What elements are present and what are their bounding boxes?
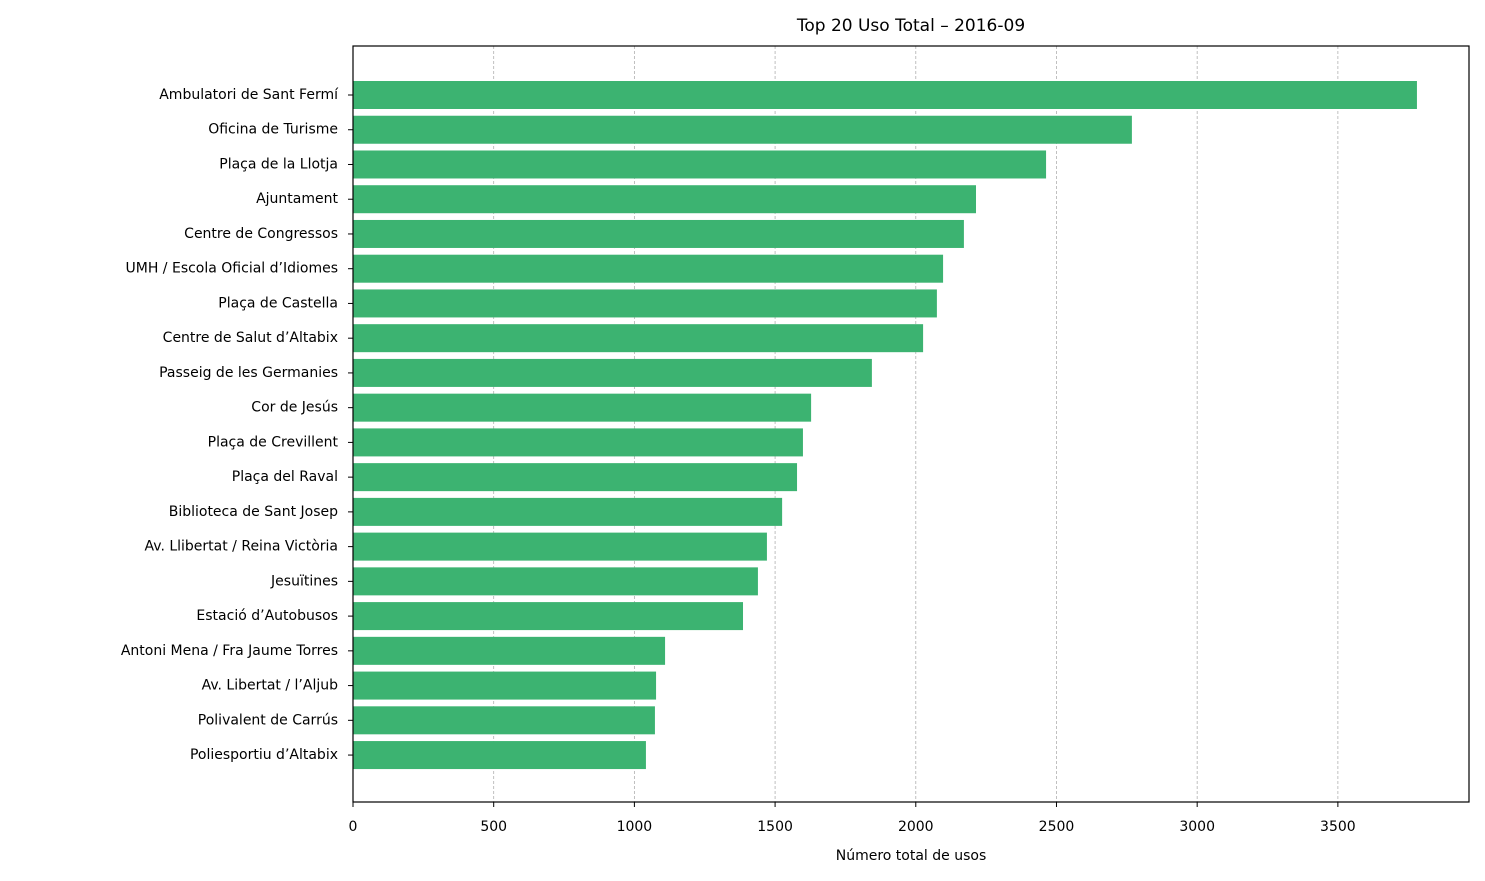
bar [353,81,1417,109]
y-tick-label: Av. Libertat / l’Aljub [202,678,339,694]
y-tick-label: Centre de Congressos [184,226,338,242]
x-tick-label: 500 [480,819,507,835]
x-tick-label: 2500 [1039,819,1075,835]
bar [353,567,758,596]
y-tick-label: Antoni Mena / Fra Jaume Torres [121,643,338,659]
bar [353,636,666,665]
y-tick-label: Oficina de Turisme [208,122,338,138]
x-axis-label: Número total de usos [836,848,987,864]
y-tick-label: Biblioteca de Sant Josep [169,504,338,520]
bar [353,532,767,561]
x-tick-label: 1500 [757,819,793,835]
y-tick-label: Estació d’Autobusos [196,608,338,624]
y-tick-label: Polivalent de Carrús [198,712,338,728]
y-tick-label: Jesuïtines [270,573,338,589]
y-tick-label: Plaça de la Llotja [219,156,338,172]
x-tick-label: 3000 [1179,819,1215,835]
bar [353,497,783,526]
bar [353,393,812,422]
bar [353,463,798,492]
y-tick-label: Cor de Jesús [251,400,338,416]
bar [353,428,803,457]
y-tick-label: Plaça de Castella [218,295,338,311]
x-tick-label: 1000 [617,819,653,835]
bar [353,150,1047,179]
y-tick-label: Centre de Salut d’Altabix [163,330,338,346]
y-tick-label: Passeig de les Germanies [159,365,338,381]
chart-title: Top 20 Uso Total – 2016-09 [796,16,1025,36]
y-tick-label: Ambulatori de Sant Fermí [159,87,339,103]
x-tick-label: 3500 [1320,819,1356,835]
bar [353,602,744,631]
bar [353,741,646,770]
y-tick-label: Poliesportiu d’Altabix [190,747,338,763]
y-tick-label: UMH / Escola Oficial d’Idiomes [126,261,339,277]
bar [353,324,924,353]
bar [353,289,937,318]
bar [353,706,655,735]
x-tick-label: 2000 [898,819,934,835]
bar [353,115,1132,144]
bar [353,185,977,214]
y-tick-label: Plaça del Raval [232,469,338,485]
bar [353,671,657,700]
y-tick-label: Av. Llibertat / Reina Victòria [144,539,338,555]
y-tick-label: Plaça de Crevillent [208,434,339,450]
bar [353,219,964,248]
bar [353,358,872,387]
x-tick-label: 0 [349,819,358,835]
bar [353,254,944,283]
y-tick-label: Ajuntament [256,191,338,207]
plot-frame [352,45,1470,803]
